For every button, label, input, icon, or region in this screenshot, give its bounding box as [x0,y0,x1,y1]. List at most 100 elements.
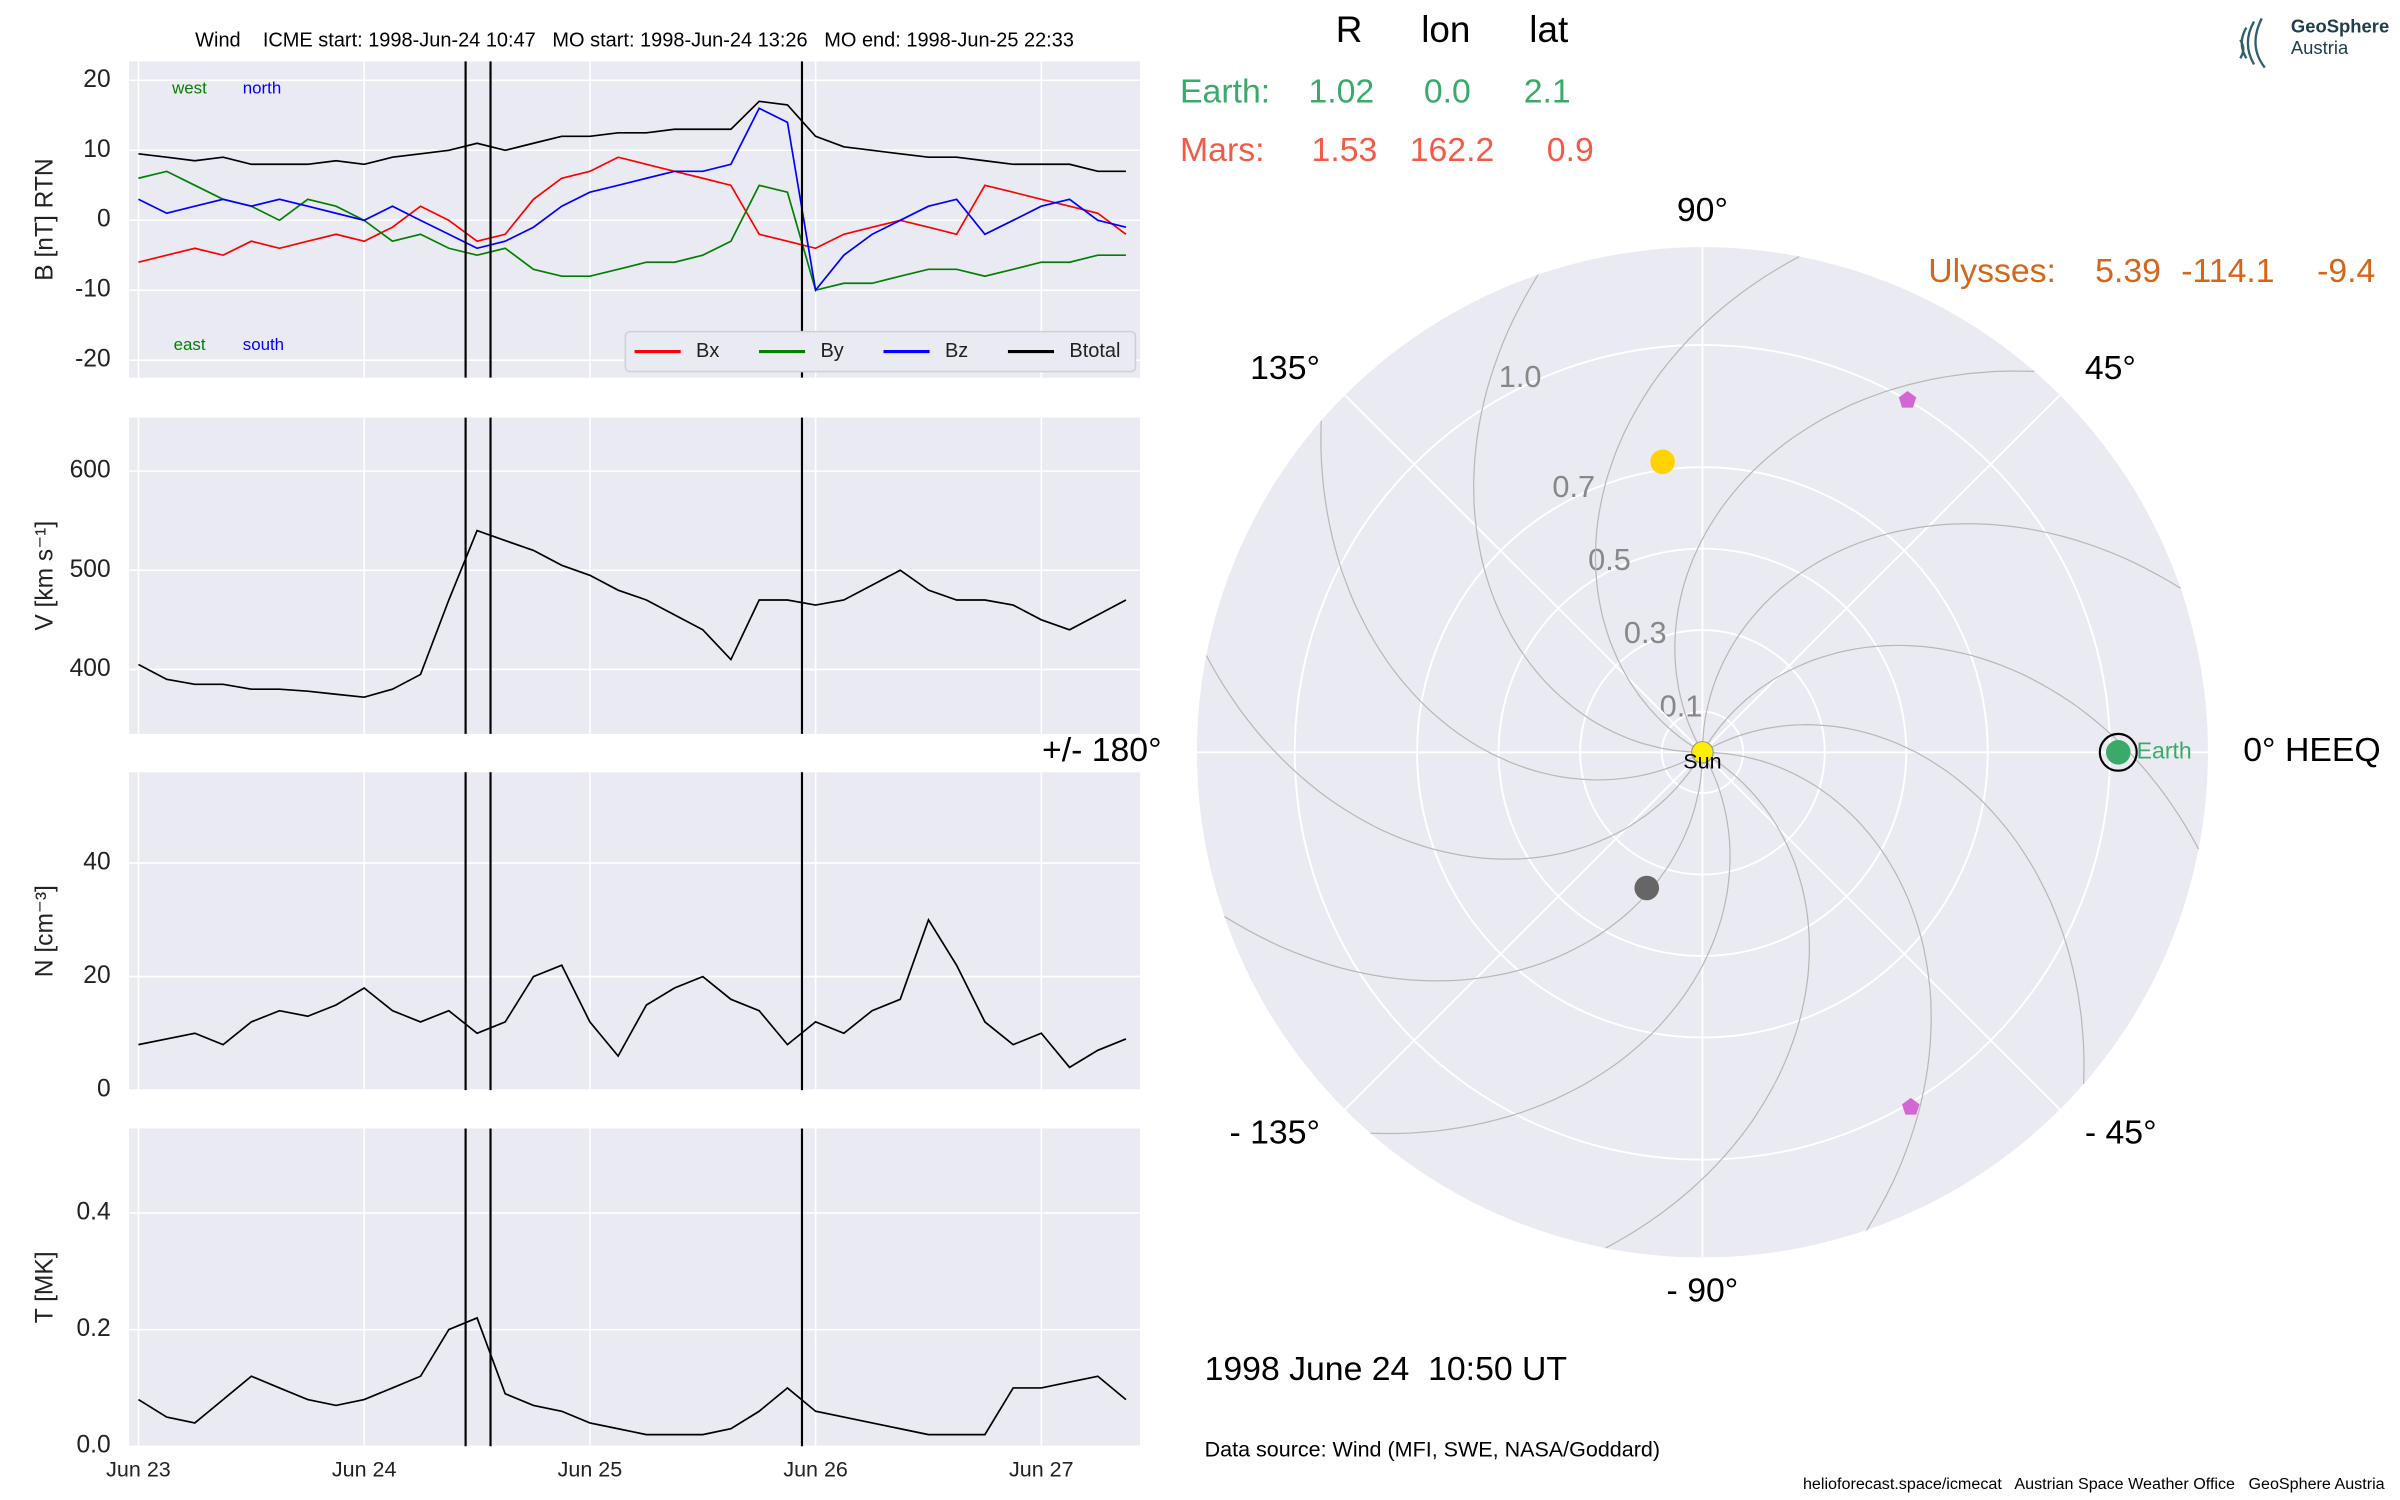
theta-tick-label: 135° [1250,349,1320,387]
table-header: R [1336,9,1363,50]
logo-name: GeoSphere [2291,16,2389,37]
table-cell: 1.53 [1312,131,1378,169]
data-line [137,1316,1127,1436]
spiral-line [1674,370,2035,753]
table-row-label: Mars: [1180,131,1264,169]
panel: -20 -10 0 10 20 B [nT] RTN Wind ICME start: 19… [32,30,1141,378]
legend-label: Btotal [1069,340,1120,362]
spacecraft-marker [2098,732,2138,772]
spiral-line [1473,274,1703,753]
body-marker [2105,740,2131,765]
theta-tick-label: - 45° [2085,1113,2157,1151]
timestamp: 1998 June 24 10:50 UT [1205,1350,1567,1388]
legend-label: Bx [696,340,719,362]
y-tick-label: 0 [97,1076,111,1103]
table-cell: -9.4 [2317,252,2375,290]
annotation: south [243,335,284,354]
grid-spoke [1701,394,2061,753]
y-tick-label: 20 [83,66,110,93]
body-marker [1898,391,1917,408]
spiral-line [1205,655,1703,860]
legend-label: By [820,340,843,362]
y-tick-label: -10 [75,276,111,303]
plot-background [129,772,1141,1091]
spiral-line [1594,256,1800,753]
spiral-line [1320,420,1703,781]
x-tick-label: Jun 24 [332,1458,397,1482]
x-tick-label: Jun 27 [1009,1458,1074,1482]
y-tick-label: 0.4 [76,1198,110,1225]
polar-chart: 0.1 0.3 0.5 0.7 1.0 0° HEEQ 45° 90° 135° +/- 180°… [1042,191,2381,1310]
legend-box [624,330,1137,373]
data-line [138,100,1126,173]
table-row-label: Earth: [1180,73,1270,111]
y-tick-label: 500 [70,556,111,583]
r-tick-label: 0.5 [1588,542,1631,577]
table-cell: 2.1 [1524,73,1571,111]
y-axis-label: N [cm⁻³] [32,885,59,977]
grid-spoke [1344,394,1704,753]
x-tick-label: Jun 23 [106,1458,171,1482]
body-label: Sun [1683,750,1721,774]
body-marker [1634,875,1660,901]
theta-tick-label: 45° [2085,349,2136,387]
data-line [138,156,1127,264]
body-marker [1902,1097,1920,1115]
theta-tick-label: 90° [1677,191,1728,229]
annotation: east [174,335,206,354]
table-cell: 162.2 [1410,131,1495,169]
theta-tick-label: - 90° [1667,1272,1739,1310]
table-cell: 0.0 [1424,73,1471,111]
credits: helioforecast.space/icmecat Austrian Spa… [1803,1475,2385,1493]
grid-spoke [1344,751,1704,1111]
spiral-line [1370,752,1731,1135]
body-marker [1650,449,1675,475]
y-tick-label: 40 [83,849,110,876]
y-tick-label: 0.0 [76,1432,110,1459]
table-header: lat [1529,9,1568,50]
spiral-line [1701,523,2181,753]
x-tick-label: Jun 25 [558,1458,623,1482]
table-row-label: Ulysses: [1928,252,2056,290]
y-tick-label: 400 [70,655,111,682]
table-header: lon [1421,9,1470,50]
y-tick-label: 0 [97,206,111,233]
spiral-line [1702,724,2085,1084]
y-axis-label: V [km s⁻¹] [32,521,59,631]
logo: GeoSphere Austria [2239,16,2389,69]
r-tick-label: 0.3 [1624,615,1667,650]
grid-spoke [1701,751,2061,1111]
logo-icon [2239,17,2266,69]
data-line [138,170,1126,292]
y-tick-label: 600 [70,457,111,484]
panel: 0 20 40 N [cm⁻³] [32,772,1141,1103]
spiral-line [1702,751,1932,1231]
theta-tick-label: 0° HEEQ [2243,731,2380,769]
annotation: west [171,79,207,98]
chart-title: Wind ICME start: 1998-Jun-24 10:47 MO st… [195,30,1074,52]
logo-subname: Austria [2291,37,2349,58]
plot-background [129,417,1141,734]
spiral-line [1605,751,1810,1249]
plot-background [129,1128,1141,1447]
y-tick-label: 20 [83,962,110,989]
panel: 0.0 0.2 0.4 Jun 23 Jun 24 Jun 25 Jun 26 Jun 27 T… [32,1128,1141,1481]
body-marker [1691,740,1714,764]
legend: Bx By Bz Btotal [624,330,1137,373]
panel: 400 500 600 V [km s⁻¹] [32,417,1141,734]
table-cell: 1.02 [1308,73,1374,111]
theta-tick-label: - 135° [1229,1113,1320,1151]
theta-tick-label: +/- 180° [1042,731,1162,769]
r-tick-label: 0.7 [1552,469,1595,504]
y-axis-label: T [MK] [32,1251,59,1323]
r-tick-label: 0.1 [1660,688,1703,723]
y-tick-label: 0.2 [76,1315,110,1342]
y-tick-label: 10 [83,136,110,163]
y-tick-label: -20 [75,346,111,373]
table-cell: 5.39 [2095,252,2161,290]
body-label: Earth [2137,737,2192,763]
spiral-line [1223,752,1704,982]
data-line [138,107,1127,293]
